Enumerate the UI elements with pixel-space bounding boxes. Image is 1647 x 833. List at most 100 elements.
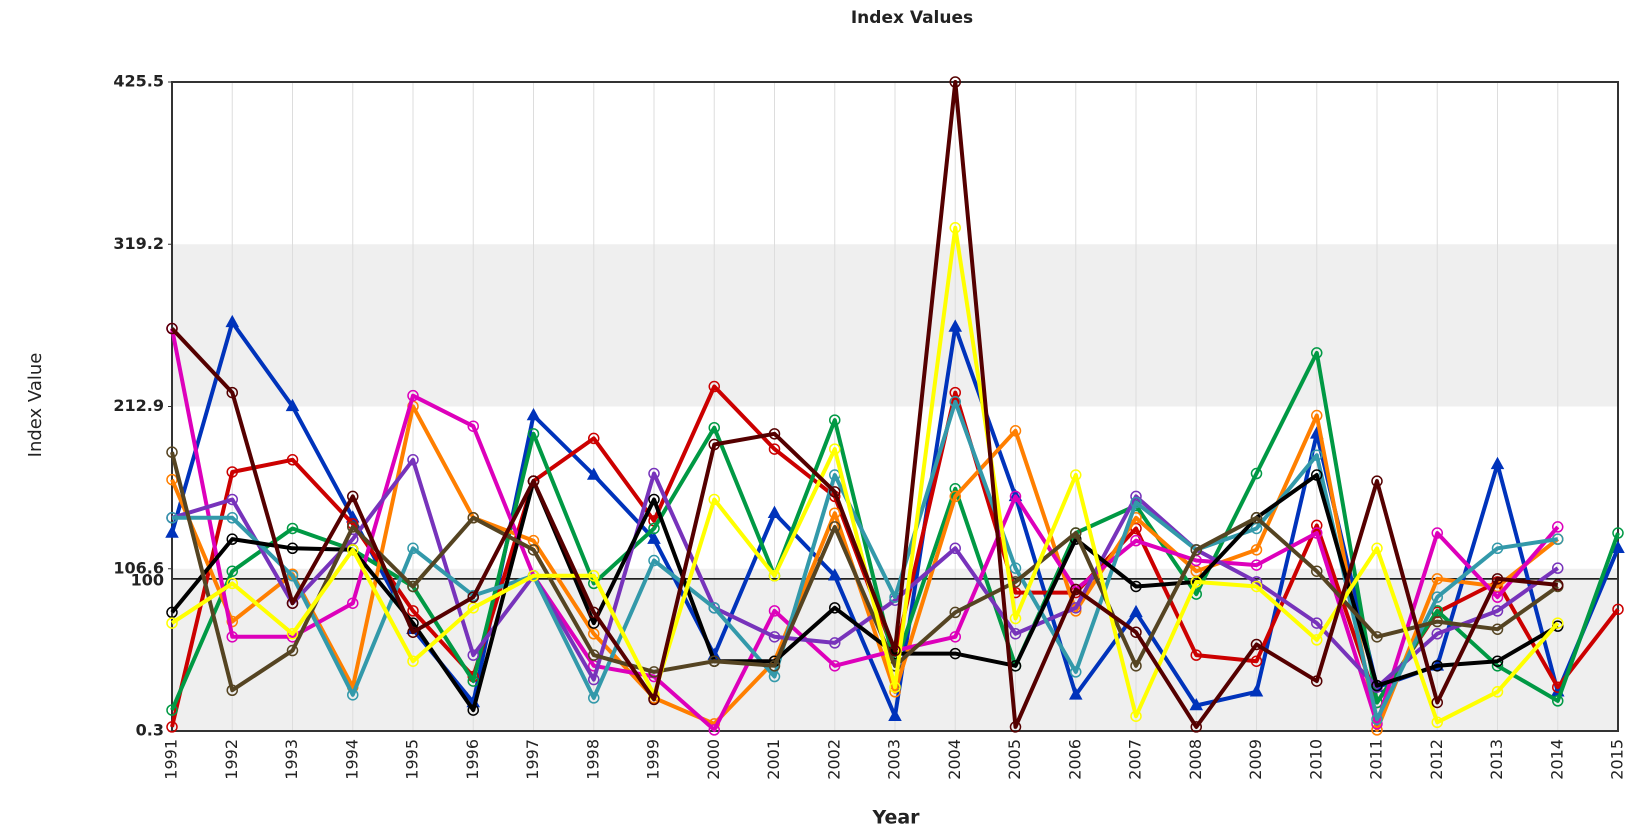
data-point bbox=[588, 692, 600, 704]
data-point bbox=[1491, 605, 1504, 617]
data-point bbox=[286, 522, 299, 535]
data-point bbox=[1491, 623, 1504, 635]
x-tick-label: 2013 bbox=[1487, 739, 1506, 780]
x-tick-label: 2007 bbox=[1126, 739, 1145, 780]
data-point bbox=[1070, 527, 1082, 539]
data-point bbox=[527, 534, 540, 547]
data-point bbox=[1490, 456, 1505, 470]
data-point bbox=[1311, 449, 1323, 461]
data-point bbox=[407, 655, 419, 667]
data-point bbox=[829, 443, 841, 455]
series-line bbox=[170, 404, 1560, 732]
data-point bbox=[467, 649, 479, 661]
data-point bbox=[1311, 617, 1323, 629]
data-point bbox=[225, 314, 240, 328]
series-line bbox=[170, 451, 1559, 693]
data-point bbox=[708, 724, 720, 736]
data-point bbox=[347, 521, 359, 533]
data-point bbox=[1311, 675, 1323, 687]
data-point bbox=[407, 626, 419, 638]
data-point bbox=[949, 647, 961, 660]
x-tick-label: 2006 bbox=[1065, 739, 1084, 780]
data-point bbox=[226, 466, 238, 478]
data-point bbox=[708, 438, 720, 451]
data-point bbox=[1070, 602, 1082, 614]
data-point bbox=[1250, 467, 1263, 480]
data-point bbox=[1130, 580, 1142, 593]
data-point bbox=[467, 591, 479, 603]
data-point bbox=[588, 673, 600, 686]
data-point bbox=[648, 493, 660, 506]
data-point bbox=[407, 580, 419, 593]
data-point bbox=[407, 389, 419, 402]
data-point bbox=[285, 398, 300, 412]
data-point bbox=[1250, 580, 1263, 593]
data-point bbox=[1070, 469, 1082, 481]
x-tick-label: 2011 bbox=[1367, 739, 1386, 780]
data-point bbox=[1491, 591, 1504, 603]
data-point bbox=[1552, 617, 1564, 629]
data-point bbox=[226, 565, 238, 577]
data-point bbox=[286, 628, 299, 640]
series bbox=[166, 446, 1564, 696]
data-point bbox=[1129, 604, 1143, 618]
x-tick-label: 2014 bbox=[1547, 739, 1566, 780]
x-tick-label: 1996 bbox=[463, 739, 482, 780]
data-point bbox=[407, 454, 419, 466]
data-point bbox=[768, 428, 781, 440]
data-point bbox=[648, 693, 660, 706]
data-point bbox=[1431, 591, 1443, 603]
data-point bbox=[949, 396, 961, 408]
data-point bbox=[226, 533, 238, 545]
data-point bbox=[1431, 573, 1443, 585]
x-tick-label: 2015 bbox=[1608, 739, 1627, 780]
data-point bbox=[949, 542, 961, 555]
data-point bbox=[166, 721, 178, 733]
series bbox=[166, 76, 1564, 733]
series bbox=[166, 396, 1564, 725]
data-point bbox=[889, 644, 901, 657]
data-point bbox=[948, 319, 963, 332]
data-point bbox=[829, 637, 841, 649]
data-point bbox=[888, 708, 902, 721]
x-tick-label: 1994 bbox=[342, 739, 361, 780]
data-point bbox=[1130, 660, 1142, 672]
data-point bbox=[829, 414, 841, 426]
data-point bbox=[166, 512, 178, 524]
x-tick-label: 1995 bbox=[403, 739, 422, 780]
data-point bbox=[1491, 573, 1504, 585]
data-point bbox=[1009, 490, 1022, 503]
series-line bbox=[172, 399, 1559, 722]
data-point bbox=[527, 475, 540, 487]
data-point bbox=[1491, 542, 1504, 555]
data-point bbox=[1491, 686, 1504, 698]
data-point bbox=[407, 542, 419, 555]
x-tick-label: 2000 bbox=[704, 739, 723, 780]
data-point bbox=[1612, 603, 1624, 616]
data-point bbox=[1311, 347, 1323, 359]
data-point bbox=[1311, 519, 1323, 532]
data-point bbox=[1250, 638, 1263, 651]
data-point bbox=[407, 605, 419, 617]
data-point bbox=[708, 493, 720, 506]
data-point bbox=[1552, 521, 1564, 533]
data-point bbox=[347, 544, 359, 556]
data-point bbox=[949, 386, 961, 399]
data-point bbox=[829, 660, 841, 672]
data-point bbox=[827, 568, 842, 581]
data-point bbox=[1009, 612, 1022, 625]
data-point bbox=[1130, 534, 1142, 547]
data-point bbox=[949, 222, 961, 234]
data-point bbox=[768, 570, 781, 582]
data-point bbox=[226, 577, 238, 590]
y-tick-label: 106.6 bbox=[113, 558, 164, 577]
data-point bbox=[286, 570, 299, 582]
data-point bbox=[286, 644, 299, 657]
data-point bbox=[1311, 469, 1323, 481]
x-tick-label: 1998 bbox=[583, 739, 602, 780]
data-point bbox=[1431, 696, 1443, 709]
data-point bbox=[1130, 710, 1142, 722]
x-tick-label: 2005 bbox=[1005, 739, 1024, 780]
data-point bbox=[949, 631, 961, 643]
